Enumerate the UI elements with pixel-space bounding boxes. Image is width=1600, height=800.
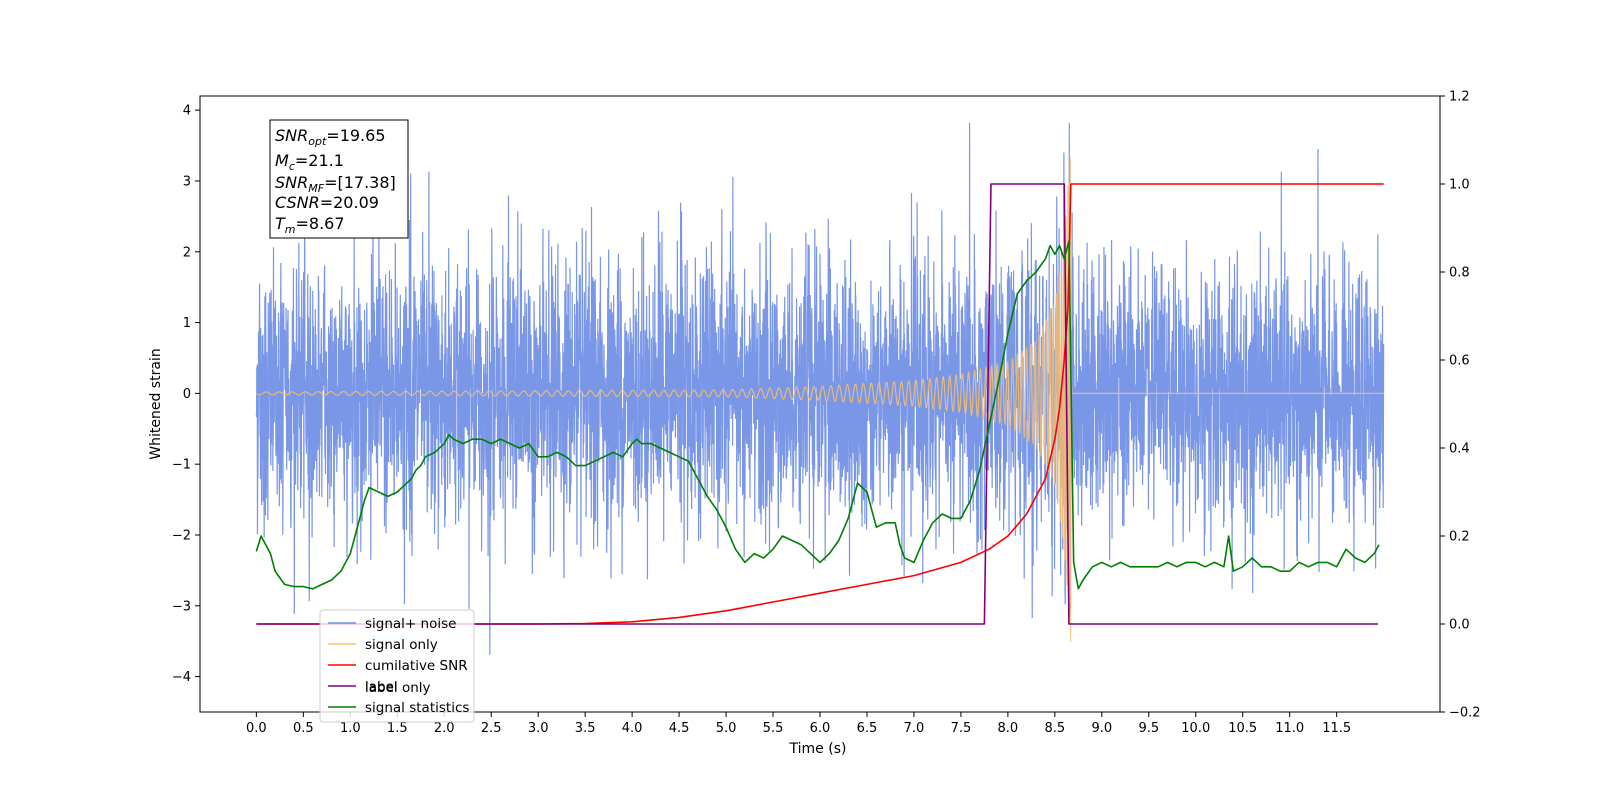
legend-hidden-entry: label only (365, 680, 431, 696)
info-tm: Tm=8.67 (275, 214, 345, 236)
legend-label-signal-noise: signal+ noise (365, 616, 456, 632)
x-tick-label: 1.5 (387, 721, 408, 736)
x-tick-label: 6.5 (857, 721, 878, 736)
x-tick-label: 7.5 (951, 721, 972, 736)
x-tick-label: 5.0 (716, 721, 737, 736)
x-tick-label: 3.5 (575, 721, 596, 736)
y-axis-left: 4 3 2 1 0 −1 −2 −3 −4 (172, 104, 200, 685)
y-tick-label: −3 (172, 599, 191, 614)
x-tick-label: 8.5 (1045, 721, 1066, 736)
x-tick-label: 1.0 (340, 721, 361, 736)
x-tick-label: 11.0 (1275, 721, 1304, 736)
x-tick-label: 10.5 (1228, 721, 1257, 736)
x-tick-label: 11.5 (1322, 721, 1351, 736)
info-snr-opt: SNRopt=19.65 (275, 126, 386, 148)
series-signal-only (256, 157, 1384, 642)
x-tick-label: 2.5 (481, 721, 502, 736)
y-tick-label: 0 (183, 387, 191, 402)
legend: label only signal+ noise signal only cum… (319, 609, 475, 723)
y2-tick-label: 0.6 (1449, 354, 1470, 369)
series-layer (255, 122, 1385, 655)
y-axis-label: Whitened strain (148, 348, 164, 459)
legend-label-signal-only: signal only (365, 637, 438, 653)
y-axis-right: 1.2 1.0 0.8 0.6 0.4 0.2 0.0 −0.2 (1440, 90, 1481, 721)
series-cumulative-snr (256, 183, 1384, 625)
y2-tick-label: 1.2 (1449, 90, 1470, 105)
x-tick-label: 8.0 (998, 721, 1019, 736)
y-tick-label: 4 (183, 104, 191, 119)
y2-tick-label: 0.2 (1449, 530, 1470, 545)
x-tick-label: 4.0 (622, 721, 643, 736)
y2-tick-label: 0.0 (1449, 618, 1470, 633)
info-csnr: CSNR=20.09 (275, 193, 379, 212)
x-tick-label: 5.5 (763, 721, 784, 736)
x-tick-label: 4.5 (669, 721, 690, 736)
info-box-frame (269, 119, 409, 239)
x-axis-label: Time (s) (789, 741, 847, 757)
y-tick-label: −4 (172, 670, 191, 685)
y-tick-label: −2 (172, 528, 191, 543)
series-signal-statistics (255, 240, 1380, 590)
x-tick-label: 7.0 (904, 721, 925, 736)
y2-tick-label: 1.0 (1449, 178, 1470, 193)
x-tick-label: 10.0 (1181, 721, 1210, 736)
x-tick-label: 9.0 (1091, 721, 1112, 736)
legend-frame (319, 609, 475, 723)
legend-label-label: label (365, 679, 398, 695)
y2-tick-label: 0.8 (1449, 266, 1470, 281)
info-mc: Mc=21.1 (275, 151, 344, 173)
x-tick-label: 2.0 (434, 721, 455, 736)
y-tick-label: 3 (183, 174, 191, 189)
series-label (256, 183, 1378, 625)
info-box: SNRopt=19.65 Mc=21.1 SNRMF=[17.38] CSNR=… (269, 119, 409, 239)
x-tick-label: 0.5 (293, 721, 314, 736)
y-tick-label: 2 (183, 245, 191, 260)
legend-label-signal-statistics: signal statistics (365, 700, 469, 716)
x-tick-label: 9.5 (1138, 721, 1159, 736)
y-tick-label: 1 (183, 316, 191, 331)
y-tick-label: −1 (172, 458, 191, 473)
x-axis: 0.0 0.5 1.0 1.5 2.0 2.5 3.0 3.5 4.0 4.5 5.0 5.5 6.0 6… (246, 712, 1351, 736)
x-tick-label: 3.0 (528, 721, 549, 736)
info-snr-mf: SNRMF=[17.38] (275, 173, 396, 195)
x-tick-label: 6.0 (810, 721, 831, 736)
legend-label-cumulative-snr: cumilative SNR (365, 658, 468, 674)
x-tick-label: 0.0 (246, 721, 267, 736)
y2-tick-label: 0.4 (1449, 442, 1470, 457)
series-signal-noise (255, 122, 1385, 655)
y2-tick-label: −0.2 (1449, 706, 1481, 721)
